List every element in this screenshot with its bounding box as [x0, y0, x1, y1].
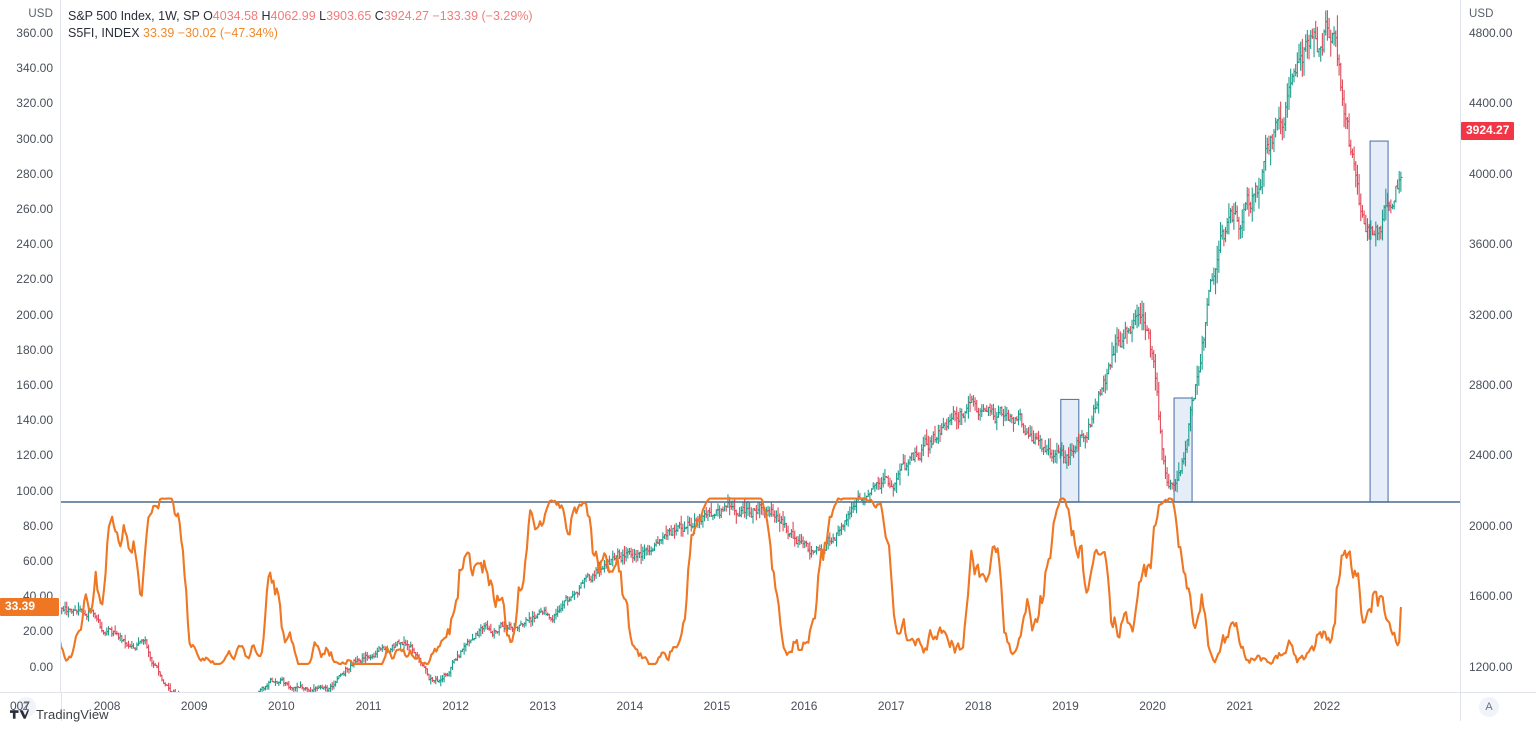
- tradingview-logo-icon: [10, 710, 29, 719]
- left-axis-tick: 360.00: [16, 26, 53, 40]
- tradingview-wordmark: TradingView: [36, 707, 109, 722]
- time-axis-tick: 2008: [93, 699, 121, 713]
- right-axis-tick: 2800.00: [1469, 378, 1513, 392]
- time-axis-left-separator: [61, 693, 62, 721]
- sp500-price-badge: 3924.27: [1461, 122, 1515, 140]
- left-axis-tick: 120.00: [16, 448, 53, 463]
- left-axis-tick: 280.00: [16, 166, 53, 181]
- highlight-box-group: [1060, 140, 1389, 503]
- ohlc-bar: [308, 687, 312, 692]
- left-axis-tick: 100.00: [16, 483, 53, 498]
- left-axis-tick: 20.00: [22, 624, 53, 639]
- time-axis-right-separator: [1460, 693, 1461, 721]
- time-axis-tick: 2015: [703, 699, 731, 713]
- left-axis-tick: 160.00: [16, 378, 53, 392]
- right-axis-tick: 3600.00: [1469, 237, 1513, 252]
- left-axis-tick: 340.00: [16, 61, 53, 76]
- ohlc-bar: [1399, 171, 1403, 192]
- left-axis-tick: 240.00: [16, 237, 53, 252]
- left-axis-unit: USD: [28, 8, 53, 20]
- right-axis-tick: 4400.00: [1469, 96, 1513, 111]
- left-axis-tick: 220.00: [16, 272, 53, 287]
- ohlc-bar: [178, 690, 180, 692]
- ohlc-bar: [170, 690, 174, 692]
- time-axis-tick: 2014: [616, 699, 644, 713]
- candlestick-group: [61, 10, 1403, 692]
- left-price-axis[interactable]: USD 360.00 340.00 320.00 300.00 280.00 260.00…: [0, 0, 61, 692]
- right-axis-tick: 2000.00: [1469, 518, 1513, 533]
- auto-scale-button[interactable]: A: [1479, 697, 1499, 717]
- right-axis-unit: USD: [1469, 8, 1494, 20]
- right-axis-tick: 3200.00: [1469, 307, 1513, 322]
- right-axis-tick: 1200.00: [1469, 659, 1513, 674]
- time-axis-tick: 2016: [790, 699, 818, 713]
- time-axis-tick: 2017: [877, 699, 905, 713]
- left-axis-tick: 320.00: [16, 96, 53, 111]
- left-axis-tick: 0.00: [29, 659, 53, 674]
- left-axis-tick: 260.00: [16, 202, 53, 216]
- s5fi-price-badge: 33.39: [0, 598, 59, 616]
- time-axis-tick: 2022: [1313, 699, 1341, 713]
- time-axis-tick: 2013: [529, 699, 557, 713]
- right-axis-tick: 4800.00: [1469, 26, 1513, 40]
- time-axis-tick: 2010: [268, 699, 295, 713]
- tradingview-watermark: TradingView: [10, 707, 109, 722]
- right-axis-tick: 4000.00: [1469, 166, 1513, 181]
- left-axis-tick: 80.00: [22, 518, 53, 533]
- left-axis-tick: 140.00: [16, 413, 53, 428]
- time-axis-tick: 2009: [180, 699, 208, 713]
- left-axis-tick: 200.00: [16, 307, 53, 322]
- time-axis-tick: 007: [9, 699, 31, 713]
- time-axis-tick: 2021: [1226, 699, 1254, 713]
- s5fi-oscillator-line: [61, 497, 1402, 666]
- left-axis-tick: 60.00: [22, 554, 53, 568]
- time-axis-tick: 2012: [442, 699, 469, 713]
- right-axis-tick: 1600.00: [1469, 589, 1513, 604]
- time-axis-tick: 2018: [964, 699, 992, 713]
- time-axis-tick: 2020: [1139, 699, 1166, 713]
- right-price-axis[interactable]: USD 4800.00 4400.00 4000.00 3600.00 3200.00 2…: [1460, 0, 1536, 732]
- right-axis-tick: 2400.00: [1469, 448, 1513, 463]
- chart-plot-area[interactable]: [61, 0, 1460, 692]
- left-axis-tick: 180.00: [16, 342, 53, 357]
- ohlc-bar: [173, 688, 176, 692]
- time-axis[interactable]: Z A 007 2008 2009 2010 2011 2012 2013 2014 2015 2…: [0, 692, 1536, 721]
- chart-svg: [61, 10, 1460, 692]
- time-axis-tick: 2011: [355, 699, 382, 713]
- left-axis-tick: 300.00: [16, 131, 53, 146]
- time-axis-tick: 2019: [1052, 699, 1079, 713]
